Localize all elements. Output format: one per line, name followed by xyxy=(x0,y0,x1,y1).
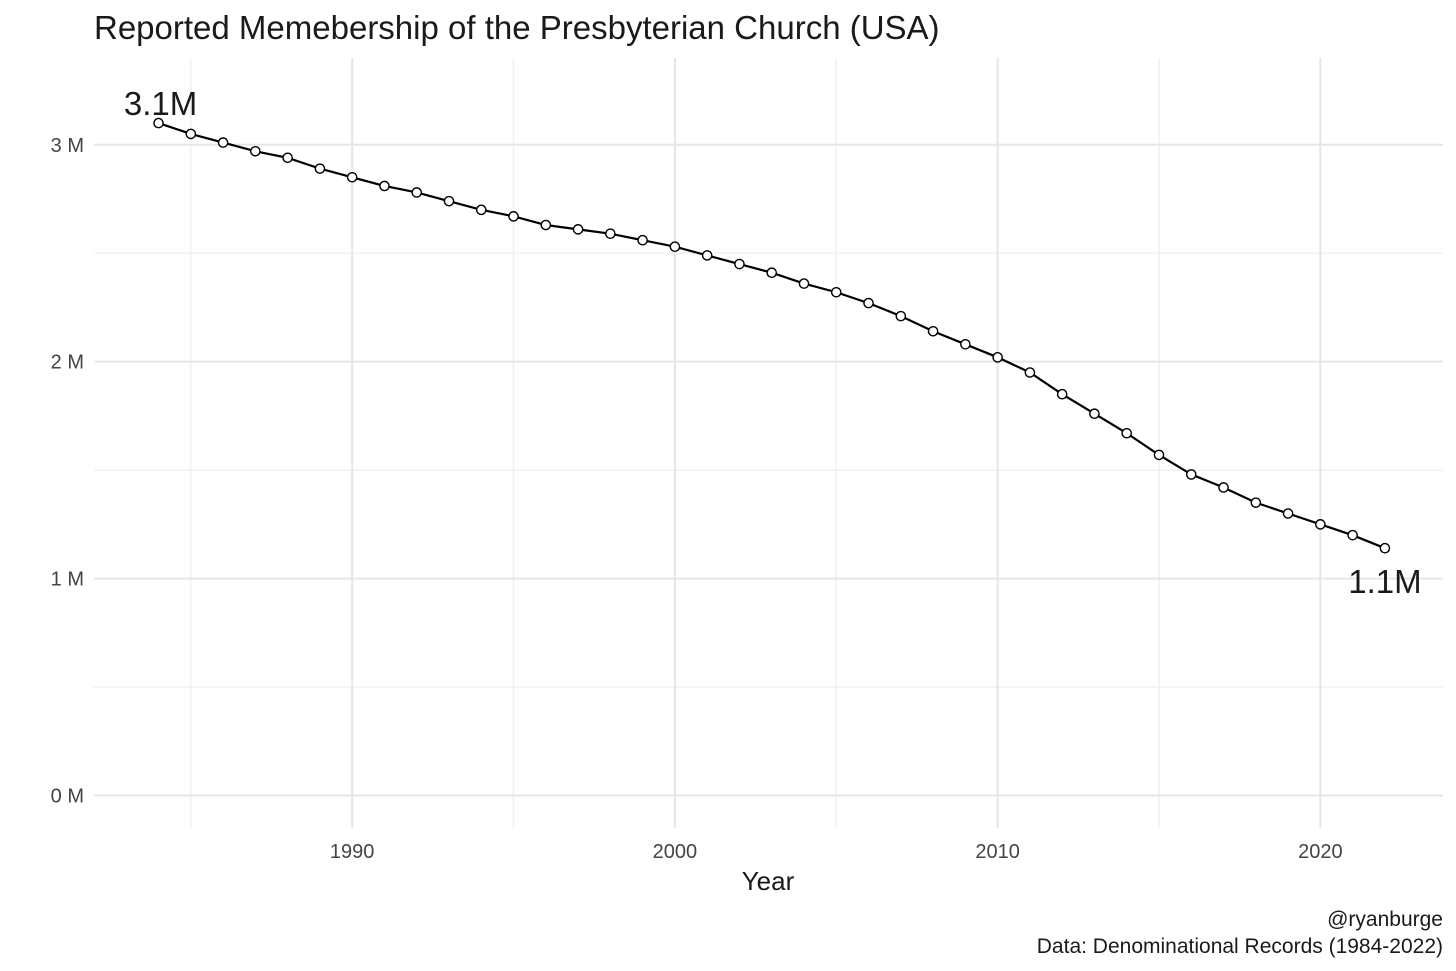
x-tick-label: 2000 xyxy=(653,841,698,863)
data-point xyxy=(734,258,745,270)
end-value-label: 1.1M xyxy=(1348,563,1421,600)
data-point xyxy=(185,128,197,140)
caption-handle: @ryanburge xyxy=(1327,908,1443,931)
data-point xyxy=(217,137,229,148)
data-point xyxy=(669,241,681,253)
data-point xyxy=(1250,497,1262,508)
x-tick-label: 1990 xyxy=(330,841,375,863)
x-tick-label: 2010 xyxy=(975,841,1020,863)
data-point xyxy=(1056,388,1068,400)
data-point xyxy=(1024,367,1036,378)
data-point xyxy=(379,180,390,192)
data-point xyxy=(572,224,584,235)
data-point xyxy=(540,219,552,231)
data-point xyxy=(250,145,261,157)
data-point xyxy=(927,325,939,337)
data-point xyxy=(863,297,874,309)
data-point xyxy=(1347,529,1358,541)
y-axis-ticks: 0 M 1 M 2 M 3 M xyxy=(51,135,84,808)
data-point xyxy=(1282,508,1294,519)
data-point xyxy=(766,267,778,279)
data-point xyxy=(1121,427,1133,439)
minor-gridlines xyxy=(94,58,1443,828)
data-point xyxy=(1153,449,1165,461)
data-point xyxy=(1379,542,1391,554)
data-point xyxy=(701,250,713,261)
start-value-label: 3.1M xyxy=(124,85,197,122)
major-gridlines xyxy=(94,58,1443,828)
data-point xyxy=(830,286,842,298)
data-point xyxy=(475,204,487,216)
data-point xyxy=(443,195,455,207)
data-point xyxy=(895,310,907,322)
y-tick-label: 1 M xyxy=(51,569,84,591)
data-point xyxy=(346,171,358,183)
data-point xyxy=(153,117,164,129)
y-tick-label: 2 M xyxy=(51,352,84,374)
y-tick-label: 0 M xyxy=(51,785,84,807)
x-axis-ticks: 1990 2000 2010 2020 xyxy=(330,841,1343,863)
data-point xyxy=(314,163,326,174)
data-point xyxy=(1185,469,1197,480)
data-points xyxy=(153,117,1391,554)
data-point xyxy=(411,187,423,198)
data-point xyxy=(282,152,293,164)
data-point xyxy=(960,339,971,350)
data-point xyxy=(992,352,1003,363)
end-labels: 3.1M 1.1M xyxy=(124,85,1422,600)
x-axis-title: Year xyxy=(742,866,795,896)
membership-line xyxy=(158,122,1386,550)
data-point xyxy=(605,228,616,239)
data-point xyxy=(508,211,519,222)
y-tick-label: 3 M xyxy=(51,135,84,157)
data-point xyxy=(798,278,810,289)
data-point xyxy=(637,234,648,246)
data-point xyxy=(1089,408,1100,420)
data-point xyxy=(1315,519,1326,530)
data-point xyxy=(1218,482,1229,493)
chart-title: Reported Memebership of the Presbyterian… xyxy=(94,9,940,46)
caption-source: Data: Denominational Records (1984-2022) xyxy=(1037,935,1443,958)
x-tick-label: 2020 xyxy=(1298,841,1343,863)
